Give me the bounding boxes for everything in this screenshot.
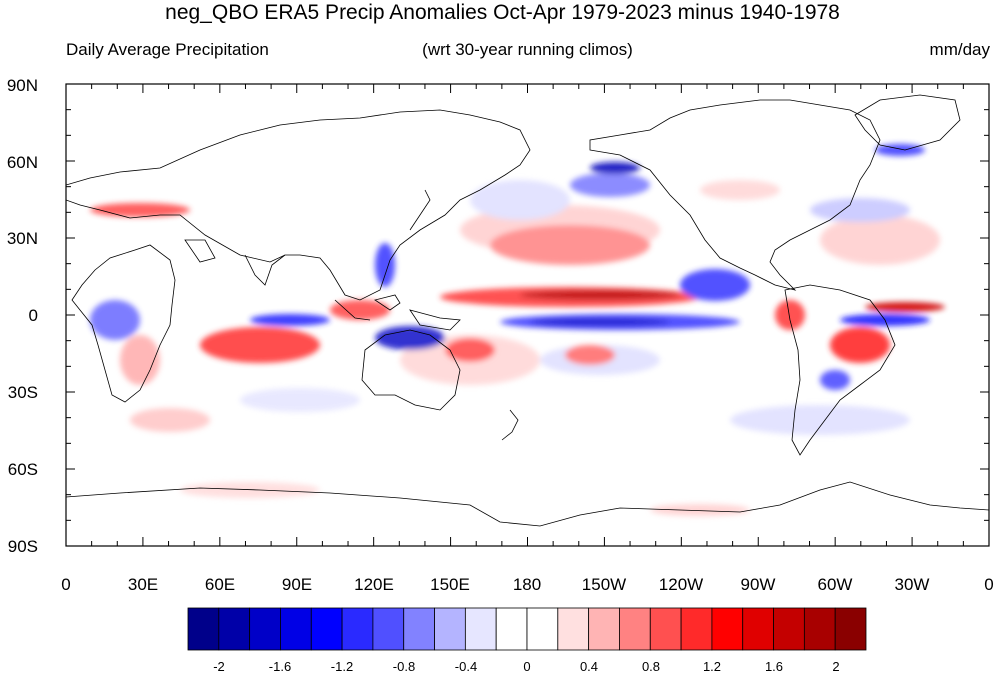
colorbar-label: -1.6	[268, 659, 292, 674]
colorbar-box	[711, 607, 744, 651]
lat-label-30n: 30N	[6, 229, 38, 248]
lat-label-90s: 90S	[7, 537, 38, 556]
colorbar-box	[834, 607, 867, 651]
colorbar-box	[434, 607, 466, 651]
colorbar-box	[619, 607, 651, 651]
colorbar-box	[249, 607, 281, 651]
colorbar-box	[464, 607, 497, 651]
colorbar-label: 0.8	[641, 659, 661, 674]
lon-label-150e: 150E	[430, 575, 470, 594]
colorbar-box	[649, 607, 682, 651]
lon-label-60e: 60E	[204, 575, 236, 594]
subtitle-center: (wrt 30-year running climos)	[422, 40, 633, 59]
colorbar-label: 1.2	[702, 659, 722, 674]
colorbar-label: -0.4	[454, 659, 478, 674]
colorbar-label: -2	[213, 659, 225, 674]
colorbar-box	[187, 607, 220, 651]
lat-label-eq: 0	[28, 306, 38, 325]
map-background	[66, 84, 989, 546]
colorbar-box	[341, 607, 374, 651]
subtitle-units: mm/day	[929, 40, 990, 59]
lat-label-30s: 30S	[7, 383, 38, 402]
lon-label-0: 0	[61, 575, 71, 594]
colorbar-box	[680, 607, 713, 651]
subtitle-left: Daily Average Precipitation	[66, 40, 269, 59]
lon-label-90e: 90E	[281, 575, 313, 594]
colorbar-box	[803, 607, 836, 651]
colorbar-box	[495, 607, 528, 651]
lat-label-60s: 60S	[7, 460, 38, 479]
colorbar-box	[280, 607, 312, 651]
lon-label-0-east: 0	[984, 575, 994, 594]
colorbar-box	[218, 607, 251, 651]
colorbar-label: 1.6	[764, 659, 784, 674]
colorbar-label: 2	[832, 659, 840, 674]
lat-label-60n: 60N	[6, 153, 38, 172]
precip-anomaly-field	[90, 144, 945, 516]
colorbar-box	[403, 607, 435, 651]
colorbar-box	[372, 607, 405, 651]
axis-ticks	[65, 83, 990, 547]
lon-label-120w: 120W	[658, 575, 704, 594]
colorbar-box	[773, 607, 805, 651]
lon-label-150w: 150W	[581, 575, 627, 594]
lon-label-120e: 120E	[354, 575, 394, 594]
colorbar-box	[742, 607, 774, 651]
colorbar-box	[310, 607, 343, 651]
colorbar	[187, 607, 867, 651]
colorbar-box	[588, 607, 620, 651]
colorbar-box	[557, 607, 590, 651]
colorbar-box	[526, 607, 559, 651]
colorbar-label: -1.2	[330, 659, 354, 674]
lon-label-90w: 90W	[740, 575, 776, 594]
map-title: neg_QBO ERA5 Precip Anomalies Oct-Apr 19…	[165, 1, 840, 24]
coastlines	[66, 94, 989, 527]
lat-label-90n: 90N	[6, 76, 38, 95]
colorbar-label: 0.4	[579, 659, 599, 674]
lon-label-180: 180	[512, 575, 542, 594]
colorbar-label: 0	[523, 659, 531, 674]
lon-label-30e: 30E	[127, 575, 159, 594]
lon-label-60w: 60W	[817, 575, 853, 594]
lon-label-30w: 30W	[894, 575, 930, 594]
colorbar-label: -0.8	[392, 659, 416, 674]
